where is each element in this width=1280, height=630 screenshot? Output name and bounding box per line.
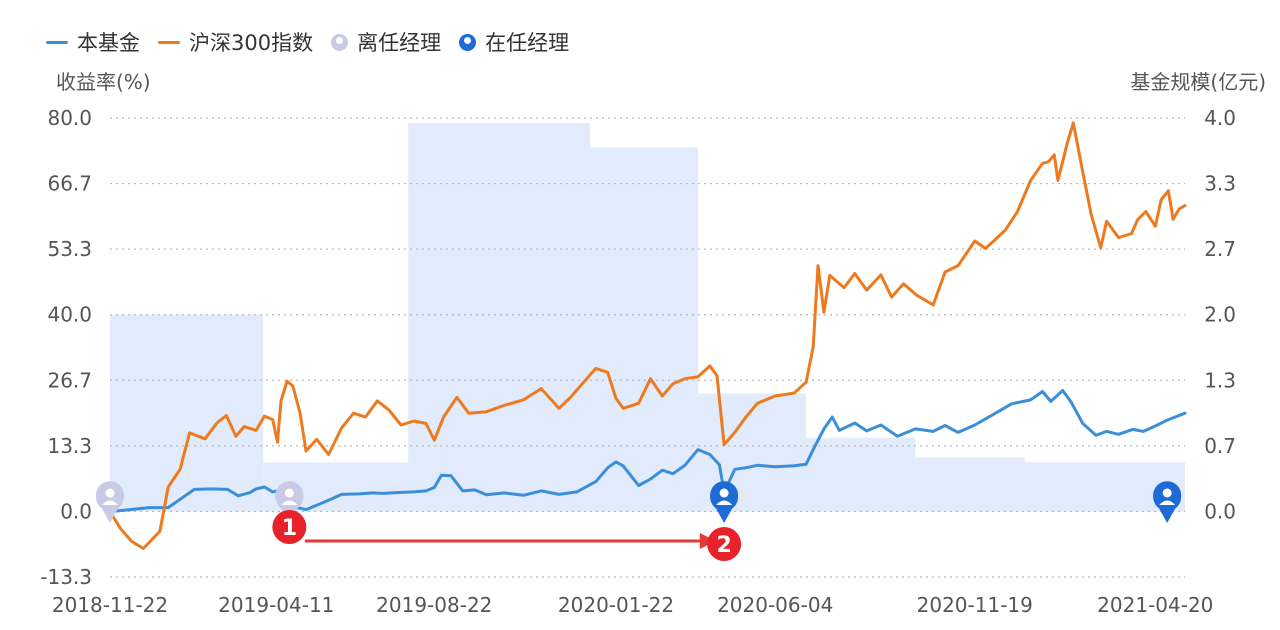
x-tick-label: 2020-06-04 bbox=[717, 593, 833, 617]
csi300-return-line bbox=[108, 121, 1187, 550]
step-marker-2: 2 bbox=[707, 527, 742, 561]
y2-tick-label: 2.0 bbox=[1204, 303, 1236, 327]
x-tick-label: 2020-01-22 bbox=[558, 593, 674, 617]
y2-tick-label: 2.7 bbox=[1204, 237, 1236, 261]
former-manager-icon-glyph-body bbox=[102, 500, 118, 505]
y-tick-label: 13.3 bbox=[47, 434, 92, 458]
former-manager-icon bbox=[331, 33, 349, 51]
legend-label-index: 沪深300指数 bbox=[189, 31, 314, 55]
legend-item-former-manager[interactable]: 离任经理 bbox=[331, 27, 441, 57]
y2-tick-label: 3.3 bbox=[1204, 172, 1236, 196]
fund-scale-bar bbox=[408, 122, 590, 512]
legend-label-former-manager: 离任经理 bbox=[357, 31, 442, 55]
y2-tick-label: 0.7 bbox=[1204, 434, 1236, 458]
step-marker-circle bbox=[707, 527, 742, 561]
x-tick-label: 2021-04-20 bbox=[1097, 593, 1213, 617]
current-manager-icon-glyph bbox=[1162, 488, 1172, 498]
legend-item-fund[interactable]: 本基金 bbox=[46, 27, 140, 57]
fund-scale-bar bbox=[915, 457, 1025, 512]
y2-tick-label: 4.0 bbox=[1204, 106, 1236, 130]
step-marker-label: 2 bbox=[716, 533, 731, 558]
current-manager-icon bbox=[1153, 481, 1182, 523]
current-manager-icon bbox=[459, 33, 477, 51]
x-tick-label: 2018-11-22 bbox=[52, 593, 168, 617]
y-tick-label: 53.3 bbox=[47, 237, 92, 261]
legend-label-current-manager: 在任经理 bbox=[485, 31, 570, 55]
x-tick-label: 2019-08-22 bbox=[376, 593, 492, 617]
left-axis-title: 收益率(%) bbox=[56, 70, 151, 94]
former-manager-icon-glyph-body bbox=[281, 500, 298, 505]
x-tick-label: 2019-04-11 bbox=[218, 593, 334, 617]
right-axis-title: 基金规模(亿元) bbox=[1130, 70, 1266, 94]
legend-item-index[interactable]: 沪深300指数 bbox=[158, 27, 313, 57]
y-tick-label: 0.0 bbox=[60, 499, 92, 523]
former-manager-icon-glyph bbox=[284, 488, 294, 498]
y-tick-label: 26.7 bbox=[47, 368, 92, 392]
y2-tick-label: 1.3 bbox=[1204, 368, 1236, 392]
chart-legend: 本基金 沪深300指数 离任经理 在任经理 bbox=[46, 27, 587, 57]
former-manager-icon bbox=[96, 481, 124, 523]
current-manager-icon-glyph-body bbox=[1159, 500, 1176, 505]
step-marker-circle bbox=[272, 510, 307, 544]
current-manager-icon-glyph bbox=[719, 488, 729, 498]
fund-scale-bar bbox=[589, 147, 698, 512]
x-tick-label: 2020-11-19 bbox=[917, 593, 1033, 617]
legend-item-current-manager[interactable]: 在任经理 bbox=[459, 27, 569, 57]
former-manager-icon-glyph bbox=[105, 488, 115, 498]
y-tick-label: -13.3 bbox=[40, 565, 92, 589]
y2-tick-label: 0.0 bbox=[1204, 499, 1236, 523]
fund-scale-bar bbox=[110, 314, 264, 512]
red-arrow bbox=[304, 533, 716, 549]
current-manager-icon bbox=[710, 481, 739, 523]
current-manager-icon-glyph-body bbox=[716, 500, 733, 505]
fund-scale-bar bbox=[806, 437, 916, 512]
legend-swatch-fund bbox=[46, 40, 68, 44]
legend-label-fund: 本基金 bbox=[77, 31, 140, 55]
y-tick-label: 40.0 bbox=[47, 303, 92, 327]
step-marker-label: 1 bbox=[282, 516, 297, 541]
y-tick-label: 66.7 bbox=[47, 172, 92, 196]
former-manager-icon bbox=[275, 481, 304, 523]
step-marker-1: 1 bbox=[272, 510, 307, 544]
y-tick-label: 80.0 bbox=[47, 106, 92, 130]
legend-swatch-index bbox=[158, 40, 180, 44]
